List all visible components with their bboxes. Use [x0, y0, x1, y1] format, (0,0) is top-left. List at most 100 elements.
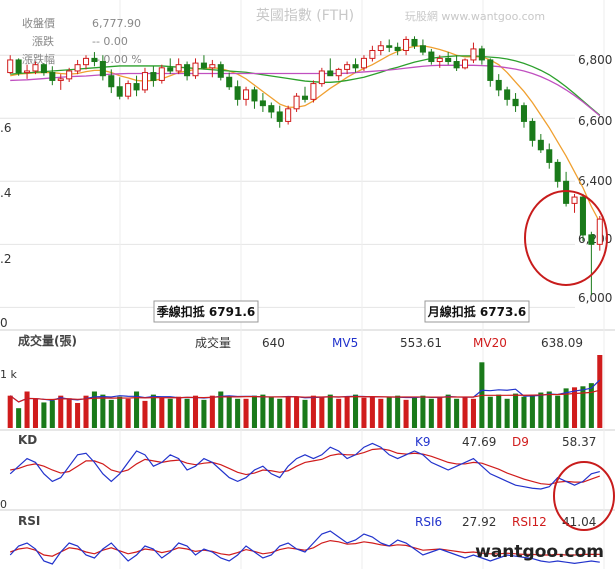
candle-body: [419, 45, 426, 53]
candle: [301, 86, 309, 103]
k-label: K9: [415, 435, 431, 449]
volume-bar: [226, 396, 232, 428]
left-tick-2: .2: [0, 252, 11, 266]
volume-bar: [184, 398, 190, 428]
candle-body: [318, 70, 325, 85]
candle-body: [352, 64, 359, 69]
candle-body: [32, 64, 39, 72]
volume-bar: [83, 395, 89, 428]
candle-body: [529, 120, 536, 141]
info-label-close: 收盤價: [22, 16, 55, 30]
candle: [293, 93, 300, 112]
volume-bar: [403, 399, 409, 428]
candle-body: [537, 139, 544, 151]
ma-line-2: [10, 64, 601, 117]
candle-body: [301, 95, 309, 100]
candle-body: [184, 64, 191, 77]
candle: [579, 193, 586, 242]
volume-bar: [310, 395, 316, 428]
candle-body: [82, 57, 90, 66]
candle: [167, 58, 174, 75]
kd-title: KD: [18, 433, 37, 447]
mv5-value: 553.61: [400, 336, 442, 350]
candle-body: [259, 100, 266, 107]
candle: [386, 39, 393, 53]
rsi12-label: RSI12: [512, 515, 547, 529]
price-tick-6200: 6,200: [578, 232, 612, 246]
candle: [512, 93, 519, 112]
candle-body: [167, 67, 174, 72]
candle-body: [175, 64, 182, 72]
candle: [150, 66, 157, 87]
month-deduct-label: 月線扣抵 6773.6: [427, 304, 527, 319]
volume-bar: [588, 383, 594, 428]
candle: [596, 215, 603, 251]
volume-bar: [58, 395, 64, 428]
volume-bar: [134, 391, 140, 428]
candle: [554, 159, 561, 188]
volume-bar: [378, 398, 384, 428]
volume-bar: [41, 402, 47, 428]
candle-body: [462, 59, 469, 69]
candle: [184, 61, 191, 81]
candle: [158, 64, 165, 84]
rsi12-value: 41.04: [562, 515, 596, 529]
kd-annotation-circle: [553, 461, 615, 531]
candle-body: [344, 64, 351, 70]
kd-lines: [9, 442, 600, 490]
candle-body: [520, 105, 528, 122]
candle: [276, 105, 283, 128]
candle: [445, 52, 452, 65]
volume-bar: [117, 396, 123, 428]
volume-bar: [268, 396, 274, 428]
candle-body: [504, 89, 511, 100]
volume-bar: [327, 394, 333, 428]
candle-body: [512, 98, 519, 107]
volume-bar: [445, 394, 451, 428]
candle-body: [57, 78, 64, 81]
d-line: [10, 448, 600, 486]
candle-body: [487, 59, 494, 81]
candle-body: [310, 83, 317, 100]
volume-bar: [108, 399, 114, 428]
candle: [453, 55, 460, 71]
volume-bar: [294, 396, 300, 428]
candle-body: [99, 61, 106, 77]
mv20-label: MV20: [473, 336, 507, 350]
candle: [125, 80, 132, 100]
candle: [360, 55, 367, 71]
candle: [141, 67, 148, 94]
volume-bar: [302, 399, 308, 428]
candle-body: [141, 72, 148, 91]
candle: [428, 48, 435, 65]
volume-title: 成交量(張): [18, 333, 77, 348]
candle-body: [453, 61, 460, 69]
volume-bar: [496, 394, 502, 428]
candle-body: [335, 68, 342, 77]
price-tick-6400: 6,400: [578, 174, 612, 188]
candle: [462, 58, 469, 70]
volume-bar: [437, 396, 443, 428]
candle-body: [436, 57, 443, 63]
volume-bar: [260, 394, 266, 428]
volume-bar: [597, 355, 603, 428]
candle-body: [369, 49, 376, 59]
candle-body: [243, 89, 250, 100]
candle: [436, 55, 443, 68]
candle-body: [40, 64, 47, 74]
rsi-lines: [9, 530, 600, 565]
candle: [419, 39, 426, 56]
volume-bar: [395, 395, 401, 428]
volume-value: 640: [262, 336, 285, 350]
candle-body: [24, 70, 31, 74]
candle-body: [495, 79, 502, 91]
candle: [268, 102, 275, 119]
volume-bar: [16, 408, 22, 428]
volume-bar: [251, 395, 257, 428]
candle-body: [125, 83, 132, 97]
candle-body: [428, 51, 435, 63]
candle-body: [276, 111, 283, 122]
candle: [504, 86, 511, 106]
candle: [588, 231, 595, 295]
candle: [192, 58, 199, 79]
